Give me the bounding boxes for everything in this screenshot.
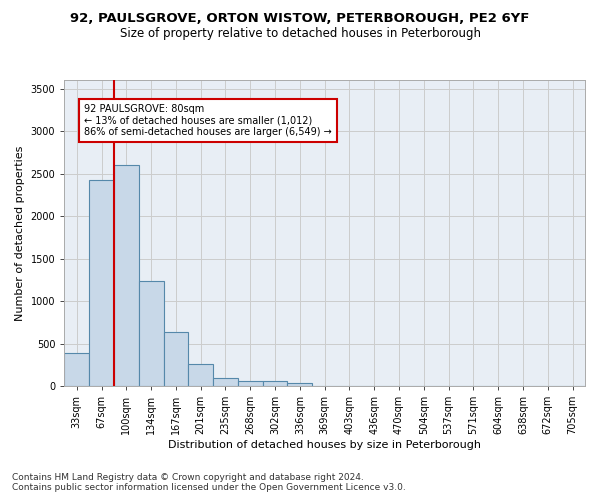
Bar — [287, 382, 312, 386]
Text: 92, PAULSGROVE, ORTON WISTOW, PETERBOROUGH, PE2 6YF: 92, PAULSGROVE, ORTON WISTOW, PETERBOROU… — [70, 12, 530, 26]
Text: Contains public sector information licensed under the Open Government Licence v3: Contains public sector information licen… — [12, 484, 406, 492]
Bar — [164, 332, 188, 386]
Bar — [238, 381, 263, 386]
Y-axis label: Number of detached properties: Number of detached properties — [15, 146, 25, 320]
Bar — [263, 382, 287, 386]
Text: Contains HM Land Registry data © Crown copyright and database right 2024.: Contains HM Land Registry data © Crown c… — [12, 474, 364, 482]
Bar — [114, 165, 139, 386]
Bar — [188, 364, 213, 386]
Bar — [139, 280, 164, 386]
Bar — [213, 378, 238, 386]
Bar — [64, 353, 89, 386]
Bar — [89, 180, 114, 386]
Text: 92 PAULSGROVE: 80sqm
← 13% of detached houses are smaller (1,012)
86% of semi-de: 92 PAULSGROVE: 80sqm ← 13% of detached h… — [84, 104, 332, 137]
Text: Size of property relative to detached houses in Peterborough: Size of property relative to detached ho… — [119, 28, 481, 40]
X-axis label: Distribution of detached houses by size in Peterborough: Distribution of detached houses by size … — [168, 440, 481, 450]
